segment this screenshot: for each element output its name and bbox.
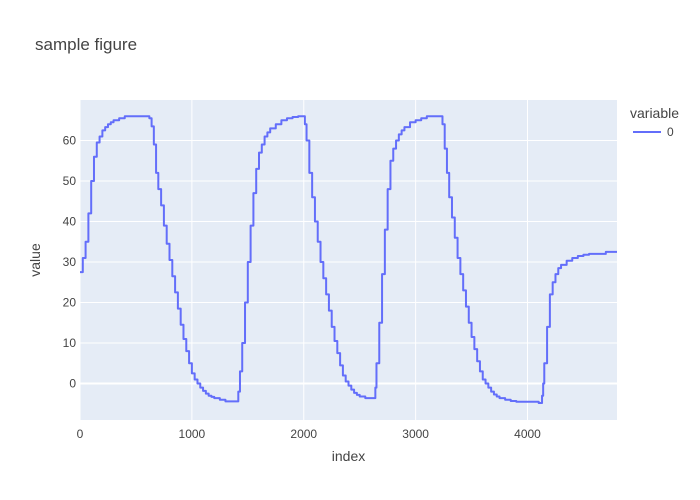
x-axis-title: index — [332, 448, 365, 464]
x-gridlines — [79, 100, 528, 420]
x-tick-label: 2000 — [290, 427, 317, 441]
y-tick-label: 0 — [69, 377, 76, 391]
x-tick-label: 0 — [77, 427, 84, 441]
series-line-0[interactable] — [80, 115, 617, 404]
legend[interactable]: variable 0 — [630, 105, 679, 139]
x-tick-label: 4000 — [514, 427, 541, 441]
y-tick-label: 30 — [63, 255, 77, 269]
x-tick-label: 1000 — [179, 427, 206, 441]
x-tick-labels: 0 1000 2000 3000 4000 — [77, 427, 542, 441]
series-layer — [80, 115, 617, 404]
y-tick-label: 20 — [63, 296, 77, 310]
y-tick-label: 60 — [63, 134, 77, 148]
plot-area — [80, 100, 617, 420]
y-tick-label: 40 — [63, 215, 77, 229]
y-tick-labels: 0 10 20 30 40 50 60 — [63, 134, 77, 391]
y-tick-label: 10 — [63, 336, 77, 350]
legend-title: variable — [630, 105, 679, 121]
legend-item[interactable]: 0 — [633, 125, 674, 139]
y-tick-label: 50 — [63, 174, 77, 188]
chart-title: sample figure — [35, 35, 137, 54]
x-tick-label: 3000 — [402, 427, 429, 441]
legend-label: 0 — [667, 125, 674, 139]
y-axis-title: value — [27, 243, 43, 277]
